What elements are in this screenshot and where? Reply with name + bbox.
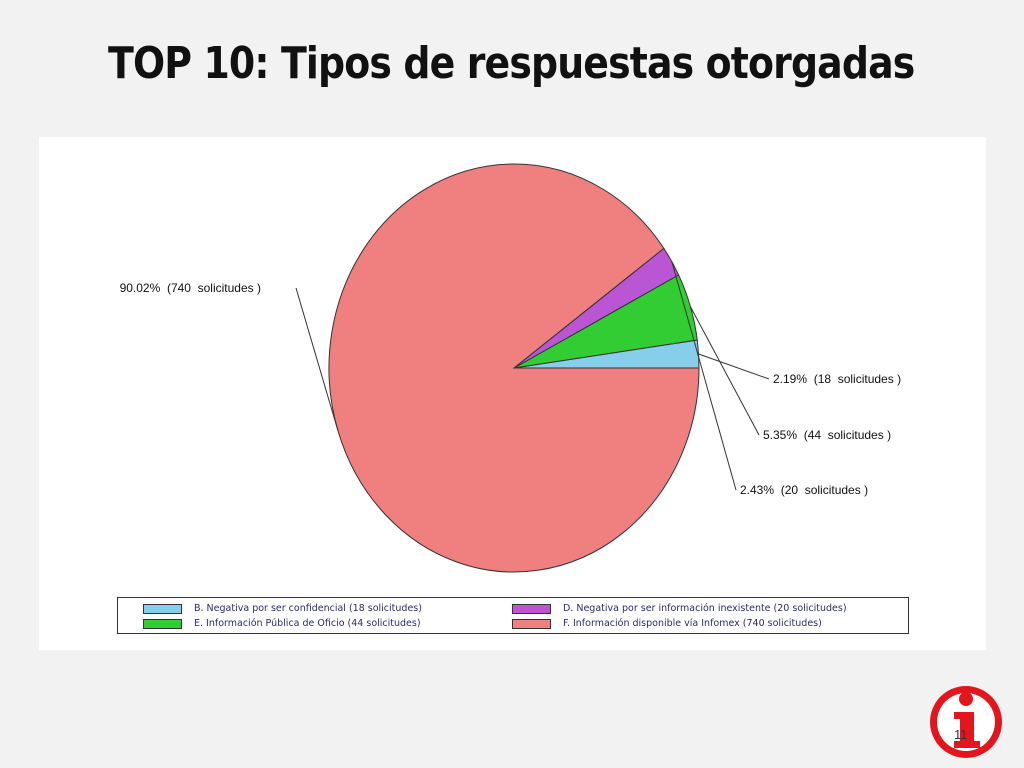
info-i-badge-icon: [930, 686, 1002, 758]
leader-line-b: [698, 353, 770, 380]
legend-item-f: F. Información disponible vía Infomex (7…: [512, 618, 822, 629]
leader-line-f: [295, 287, 339, 432]
slice-label-b: 2.19% (18 solicitudes ): [773, 372, 901, 386]
slice-label-f: 90.02% (740 solicitudes ): [120, 281, 261, 295]
legend-item-d: D. Negativa por ser información inexiste…: [512, 603, 847, 614]
legend-label-e: E. Información Pública de Oficio (44 sol…: [194, 618, 421, 629]
slide-number: 11: [954, 727, 968, 742]
leader-line-e: [689, 306, 760, 436]
pie-slice-f: [328, 163, 700, 573]
slice-label-d: 2.43% (20 solicitudes ): [740, 483, 868, 497]
chart-panel: 2.19% (18 solicitudes ) 5.35% (44 solicit…: [39, 137, 986, 650]
legend-swatch-d: [512, 603, 551, 614]
slide-title: TOP 10: Tipos de respuestas otorgadas: [108, 38, 915, 89]
slice-label-e: 5.35% (44 solicitudes ): [763, 428, 891, 442]
legend-label-b: B. Negativa por ser confidencial (18 sol…: [194, 603, 422, 614]
legend-swatch-e: [143, 618, 182, 629]
legend-swatch-f: [512, 618, 551, 629]
legend-item-e: E. Información Pública de Oficio (44 sol…: [143, 618, 421, 629]
pie-chart: 2.19% (18 solicitudes ) 5.35% (44 solicit…: [120, 163, 901, 573]
legend-label-d: D. Negativa por ser información inexiste…: [563, 603, 847, 614]
legend-label-f: F. Información disponible vía Infomex (7…: [563, 618, 822, 629]
legend-item-b: B. Negativa por ser confidencial (18 sol…: [143, 603, 422, 614]
legend-swatch-b: [143, 603, 182, 614]
chart-legend: B. Negativa por ser confidencial (18 sol…: [117, 597, 909, 634]
leader-line-d: [671, 261, 737, 491]
